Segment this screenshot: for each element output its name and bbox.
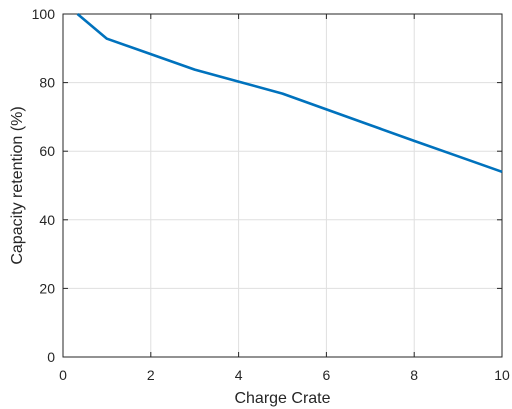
y-tick-label: 40 — [39, 212, 55, 228]
y-tick-label: 0 — [47, 349, 55, 365]
y-axis-label: Capacity retention (%) — [9, 106, 26, 264]
y-tick-label: 60 — [39, 143, 55, 159]
x-tick-label: 0 — [59, 367, 67, 383]
y-tick-label: 100 — [32, 6, 56, 22]
x-tick-label: 10 — [494, 367, 510, 383]
x-tick-label: 4 — [235, 367, 243, 383]
x-tick-label: 6 — [323, 367, 331, 383]
y-tick-label: 20 — [39, 280, 55, 296]
series — [76, 13, 503, 174]
x-tick-label: 2 — [147, 367, 155, 383]
plot-frame — [62, 13, 503, 358]
grid — [63, 14, 502, 357]
series-line — [76, 13, 503, 174]
y-tick-label: 80 — [39, 75, 55, 91]
x-tick-label: 8 — [410, 367, 418, 383]
x-axis-label: Charge Crate — [234, 390, 330, 407]
